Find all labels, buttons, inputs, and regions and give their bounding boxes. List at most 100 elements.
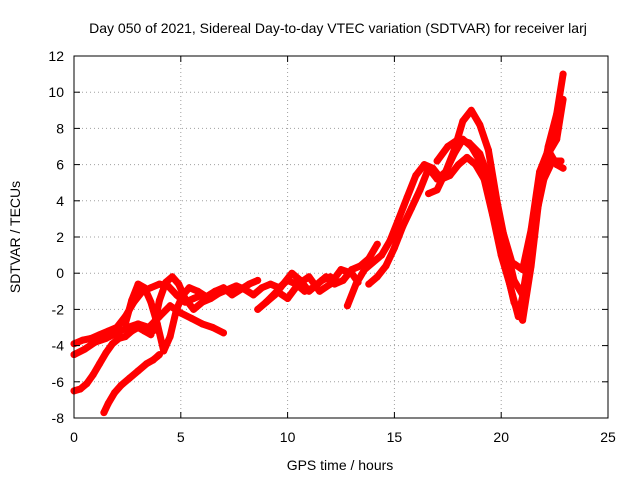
- x-axis: 0 5 10 15 20 25: [70, 56, 616, 445]
- data-point: [220, 329, 227, 337]
- data-point: [433, 186, 441, 194]
- data-point: [476, 121, 484, 129]
- data-point: [425, 164, 433, 172]
- y-tick-label: 2: [56, 229, 64, 245]
- series-layer: [70, 70, 567, 417]
- y-tick-label: 0: [56, 265, 64, 281]
- data-point: [190, 295, 198, 302]
- data-point: [209, 324, 217, 331]
- data-point: [181, 295, 189, 302]
- data-point: [326, 280, 334, 288]
- data-point: [207, 295, 215, 302]
- data-point: [444, 143, 452, 150]
- data-point: [416, 186, 424, 194]
- data-point: [198, 320, 206, 328]
- chart-title: Day 050 of 2021, Sidereal Day-to-day VTE…: [89, 20, 587, 36]
- data-point: [102, 334, 110, 342]
- data-point: [87, 334, 95, 342]
- data-point: [343, 302, 351, 310]
- data-point: [134, 280, 142, 288]
- data-point: [160, 347, 168, 355]
- data-point: [241, 286, 249, 293]
- data-point: [352, 280, 360, 288]
- data-point: [147, 298, 155, 306]
- data-point: [467, 106, 475, 114]
- y-tick-label: 12: [48, 48, 64, 64]
- data-point: [510, 276, 518, 284]
- data-point: [399, 222, 407, 230]
- series-line-track-8: [262, 266, 362, 306]
- data-point: [149, 327, 157, 335]
- data-point: [386, 237, 394, 245]
- data-point: [553, 135, 561, 143]
- data-point: [121, 333, 129, 341]
- data-point: [378, 251, 386, 259]
- data-point: [519, 291, 527, 299]
- data-point: [395, 215, 403, 223]
- data-point: [168, 273, 176, 281]
- data-point: [262, 298, 270, 306]
- data-point: [403, 193, 411, 201]
- data-point: [455, 161, 462, 169]
- y-tick-label: -6: [52, 374, 65, 390]
- data-point: [100, 409, 108, 417]
- y-tick-label: 4: [56, 193, 64, 209]
- data-point: [536, 168, 544, 176]
- data-point: [104, 400, 112, 407]
- data-point: [215, 289, 223, 297]
- data-point: [121, 320, 129, 328]
- data-point: [258, 284, 266, 292]
- data-point: [147, 284, 155, 292]
- data-point: [141, 327, 148, 335]
- data-point: [527, 226, 535, 234]
- data-point: [288, 269, 296, 277]
- x-tick-label: 10: [280, 429, 296, 445]
- y-tick-label: -2: [52, 301, 65, 317]
- data-point: [373, 240, 381, 248]
- y-tick-label: -4: [52, 338, 65, 354]
- data-point: [141, 284, 148, 292]
- data-point: [442, 168, 450, 176]
- data-point: [126, 374, 133, 382]
- data-point: [348, 269, 356, 277]
- data-point: [284, 295, 292, 302]
- data-point: [81, 345, 89, 353]
- data-point: [544, 146, 552, 154]
- data-point: [173, 305, 180, 313]
- data-point: [190, 305, 198, 313]
- data-point: [162, 278, 170, 286]
- x-tick-label: 20: [493, 429, 509, 445]
- y-tick-label: -8: [52, 410, 65, 426]
- data-point: [337, 266, 345, 274]
- data-point: [365, 280, 373, 288]
- data-point: [113, 324, 121, 331]
- data-point: [96, 331, 104, 339]
- data-point: [254, 276, 262, 284]
- data-point: [79, 336, 86, 344]
- data-point: [128, 327, 136, 335]
- data-point: [155, 296, 163, 304]
- data-point: [166, 302, 174, 310]
- data-point: [224, 286, 232, 293]
- data-point: [245, 280, 253, 288]
- data-point: [508, 258, 516, 266]
- x-tick-label: 15: [387, 429, 403, 445]
- data-point: [198, 298, 206, 306]
- data-point: [102, 349, 110, 357]
- data-point: [305, 287, 313, 295]
- data-point: [117, 381, 125, 389]
- data-point: [267, 280, 274, 288]
- data-point: [228, 291, 236, 299]
- data-point: [339, 276, 347, 284]
- data-point: [254, 305, 262, 313]
- data-point: [134, 367, 142, 375]
- data-point: [497, 222, 505, 230]
- y-axis-label: SDTVAR / TECUs: [7, 181, 23, 293]
- data-point: [273, 287, 281, 295]
- data-point: [559, 70, 567, 78]
- data-point: [279, 280, 287, 288]
- data-point: [128, 296, 136, 304]
- data-point: [134, 324, 142, 331]
- data-point: [369, 258, 377, 266]
